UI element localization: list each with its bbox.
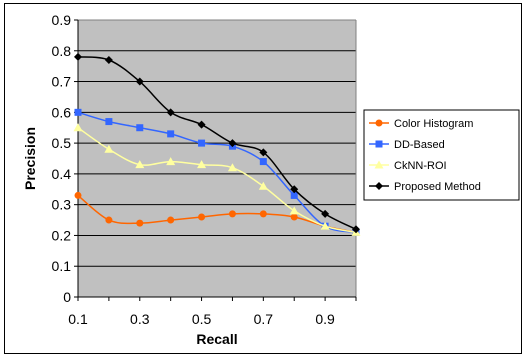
- data-point-proposed-method: [352, 225, 360, 234]
- data-point-color-histogram: [228, 210, 236, 218]
- legend-marker: [375, 119, 383, 127]
- series-line-dd-based: [77, 111, 357, 234]
- x-axis-title: Recall: [196, 331, 237, 347]
- data-point-cknn-roi: [258, 181, 268, 190]
- series-cknn-roi: [73, 123, 361, 236]
- y-axis-title: Precision: [22, 127, 38, 190]
- y-tick-label: 0.2: [52, 227, 72, 243]
- x-tick-label: 0.1: [68, 311, 88, 327]
- data-point-color-histogram: [136, 219, 144, 227]
- y-tick-label: 0: [63, 289, 71, 305]
- data-point-cknn-roi: [289, 206, 299, 215]
- data-point-dd-based: [198, 139, 206, 147]
- data-point-cknn-roi: [104, 144, 114, 153]
- series-proposed-method: [74, 52, 360, 234]
- data-point-cknn-roi: [166, 157, 176, 166]
- legend-item-color-histogram: Color Histogram: [369, 118, 473, 130]
- legend-item-dd-based: DD-Based: [369, 139, 445, 151]
- x-tick-label: 0.7: [254, 311, 274, 327]
- series-line-color-histogram: [77, 194, 357, 234]
- legend-label: CkNN-ROI: [394, 160, 447, 172]
- y-tick-label: 0.6: [52, 104, 72, 120]
- data-point-proposed-method: [74, 52, 82, 61]
- data-point-proposed-method: [104, 56, 113, 65]
- y-tick-label: 0.9: [52, 12, 72, 28]
- data-point-color-histogram: [167, 216, 175, 224]
- legend-label: Color Histogram: [394, 118, 473, 130]
- x-tick-label: 0.3: [130, 311, 150, 327]
- data-point-proposed-method: [166, 108, 175, 117]
- legend-marker: [375, 182, 383, 190]
- series-line-proposed-method: [77, 56, 357, 230]
- data-point-cknn-roi: [320, 221, 330, 230]
- series-color-histogram: [74, 191, 360, 236]
- data-point-color-histogram: [290, 213, 298, 221]
- y-tick-label: 0.5: [52, 135, 72, 151]
- data-point-cknn-roi: [135, 160, 145, 169]
- x-tick-label: 0.9: [315, 311, 335, 327]
- data-point-proposed-method: [197, 120, 206, 129]
- data-point-proposed-method: [135, 77, 144, 86]
- series-layer: [73, 52, 361, 236]
- axes: [74, 19, 357, 301]
- series-line-cknn-roi: [77, 127, 357, 234]
- data-point-color-histogram: [105, 216, 113, 224]
- legend-box: [363, 109, 520, 201]
- data-point-dd-based: [105, 118, 113, 126]
- data-point-dd-based: [136, 124, 144, 132]
- data-point-dd-based: [167, 130, 175, 138]
- data-point-dd-based: [259, 158, 267, 166]
- legend-label: Proposed Method: [394, 181, 481, 193]
- y-tick-label: 0.4: [52, 166, 72, 182]
- data-point-cknn-roi: [227, 163, 237, 172]
- data-point-proposed-method: [259, 148, 268, 157]
- data-point-proposed-method: [228, 139, 237, 148]
- data-point-color-histogram: [259, 210, 267, 218]
- legend-item-cknn-roi: CkNN-ROI: [369, 160, 447, 172]
- y-tick-label: 0.7: [52, 74, 72, 90]
- plot-background: [78, 20, 356, 297]
- plot-area: [73, 19, 361, 301]
- legend-item-proposed-method: Proposed Method: [369, 181, 481, 193]
- x-tick-label: 0.5: [192, 311, 212, 327]
- legend: Color Histogram DD-Based CkNN-ROI Proposed …: [363, 109, 520, 201]
- data-point-proposed-method: [321, 209, 330, 218]
- data-point-color-histogram: [74, 191, 82, 199]
- data-point-color-histogram: [198, 213, 206, 221]
- tick-labels: 0 0.1 0.2 0.3 0.4 0.5 0.6 0.7 0.8 0.9 0.1 0.3 0.5 0.7…: [52, 12, 336, 327]
- legend-label: DD-Based: [394, 139, 445, 151]
- data-point-dd-based: [290, 191, 298, 199]
- y-tick-label: 0.1: [52, 258, 72, 274]
- data-point-cknn-roi: [73, 123, 83, 132]
- y-tick-label: 0.8: [52, 43, 72, 59]
- y-tick-label: 0.3: [52, 197, 72, 213]
- data-point-cknn-roi: [197, 160, 207, 169]
- legend-marker: [375, 140, 383, 148]
- legend-marker: [374, 160, 384, 169]
- data-point-dd-based: [74, 108, 82, 116]
- data-point-proposed-method: [290, 185, 299, 194]
